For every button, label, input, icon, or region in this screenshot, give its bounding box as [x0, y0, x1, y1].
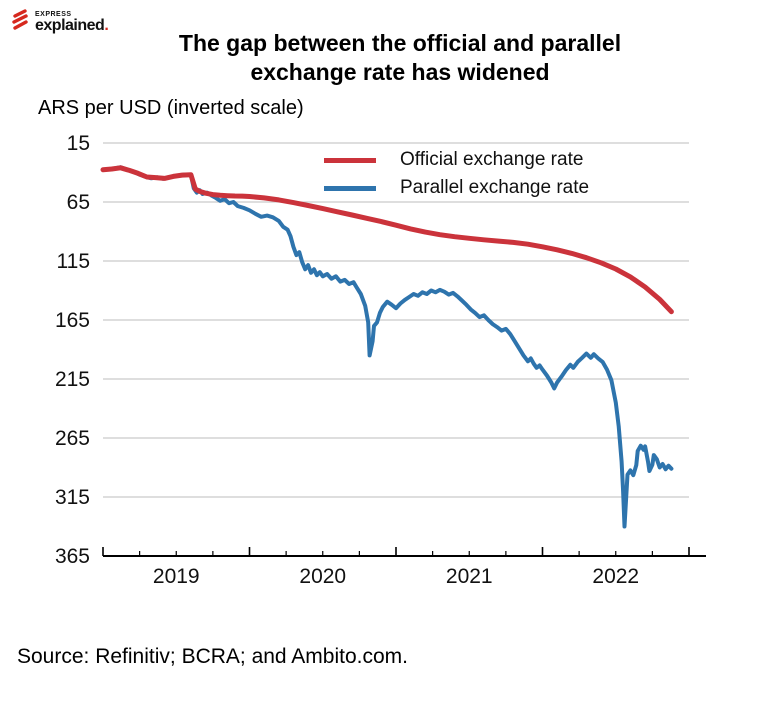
- x-tick-label-2022: 2022: [592, 565, 639, 588]
- official-exchange-rate-line: [100, 165, 674, 315]
- brand-kicker: EXPRESS: [35, 11, 72, 18]
- y-tick-label-315: 315: [55, 486, 90, 509]
- chart-legend: Official exchange rate Parallel exchange…: [324, 146, 589, 202]
- brand-dot: .: [104, 17, 109, 34]
- y-tick-label-365: 365: [55, 545, 90, 568]
- y-tick-label-265: 265: [55, 427, 90, 450]
- y-tick-label-215: 215: [55, 368, 90, 391]
- legend-label-official: Official exchange rate: [400, 149, 584, 170]
- express-stripes-icon: [10, 9, 32, 36]
- parallel-line-swatch: [324, 185, 376, 191]
- x-tick-label-2021: 2021: [446, 565, 493, 588]
- page-title-line1: The gap between the official and paralle…: [178, 30, 622, 56]
- legend-label-parallel: Parallel exchange rate: [400, 177, 590, 198]
- x-tick-label-2019: 2019: [153, 565, 200, 588]
- x-tick-label-2020: 2020: [299, 565, 346, 588]
- brand-name: explained: [35, 17, 105, 34]
- official-line-swatch: [324, 157, 376, 163]
- y-tick-label-15: 15: [67, 132, 90, 155]
- axis-unit-label: ARS per USD (inverted scale): [38, 97, 304, 119]
- parallel-exchange-rate-line: [101, 165, 674, 529]
- brand-logo: EXPRESS explained.: [10, 9, 109, 36]
- y-tick-label-165: 165: [55, 309, 90, 332]
- page-title-line2: exchange rate has widened: [250, 59, 550, 85]
- page-title: The gap between the official and paralle…: [100, 29, 700, 87]
- source-note: Source: Refinitiv; BCRA; and Ambito.com.: [17, 645, 408, 668]
- brand-text: EXPRESS explained.: [35, 11, 109, 34]
- y-tick-label-115: 115: [57, 250, 90, 273]
- legend-item-official: Official exchange rate: [324, 146, 589, 174]
- legend-item-parallel: Parallel exchange rate: [324, 174, 589, 202]
- y-tick-label-65: 65: [67, 191, 90, 214]
